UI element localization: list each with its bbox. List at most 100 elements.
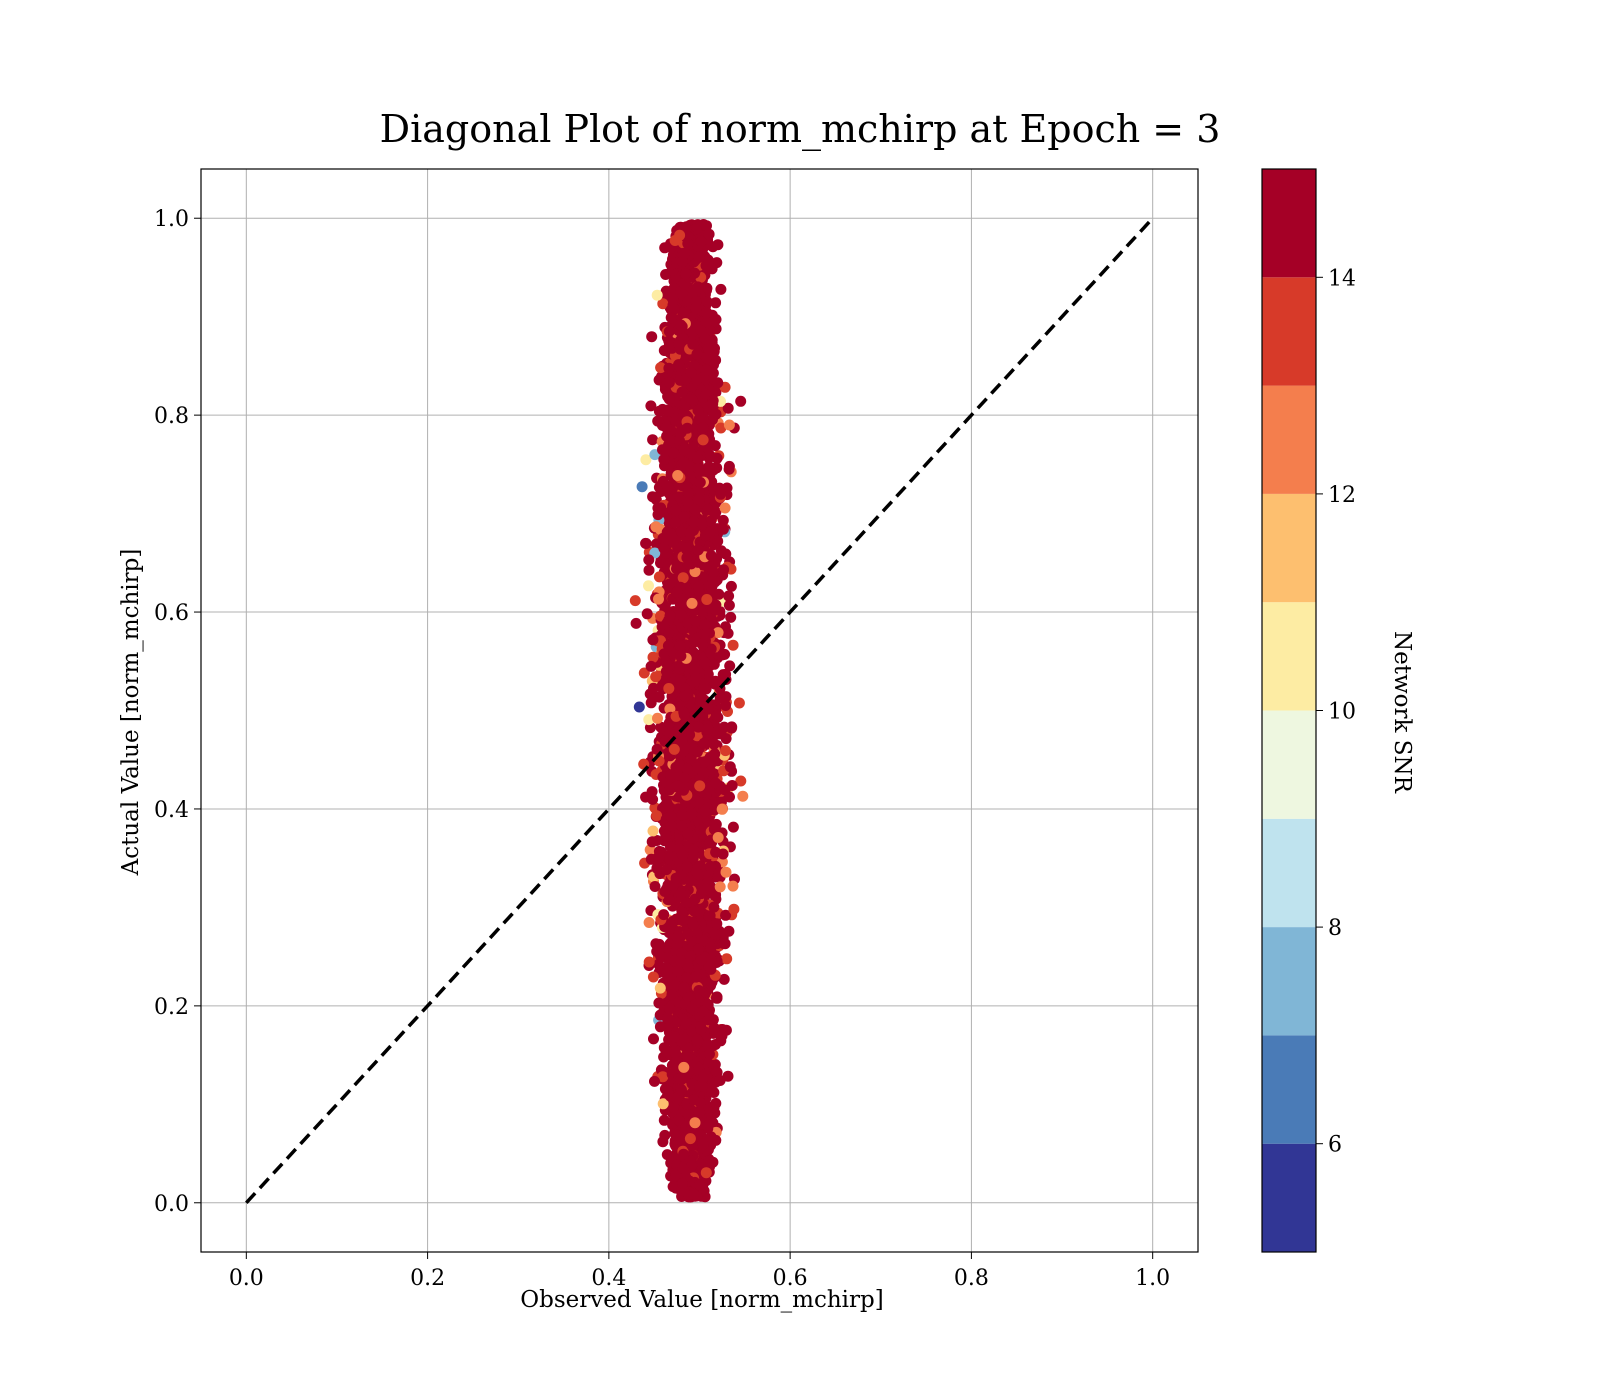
scatter-point [688, 905, 700, 917]
scatter-point [705, 942, 717, 954]
scatter-point [678, 772, 690, 784]
colorbar-tick-label: 10 [1328, 700, 1356, 725]
scatter-point [698, 737, 710, 749]
scatter-point [675, 1074, 687, 1086]
scatter-point [688, 1188, 699, 1200]
scatter-point [664, 610, 676, 622]
colorbar-level [1262, 927, 1316, 1036]
scatter-point [705, 861, 716, 872]
scatter-point [655, 610, 666, 622]
scatter-point [710, 297, 722, 309]
scatter-point [678, 709, 690, 721]
scatter-point [724, 660, 736, 672]
scatter-point [629, 595, 641, 607]
scatter-point [707, 1156, 719, 1168]
scatter-point [679, 247, 691, 259]
scatter-point [694, 476, 706, 488]
scatter-point [685, 753, 697, 764]
colorbar-level [1262, 818, 1316, 928]
scatter-point [682, 1051, 694, 1063]
scatter-point [713, 588, 725, 600]
scatter-point [673, 780, 685, 792]
scatter-point [671, 586, 683, 598]
colorbar-tick-label: 8 [1328, 916, 1342, 941]
scatter-point [711, 710, 723, 722]
scatter-point [678, 1148, 690, 1160]
scatter-point [660, 657, 672, 669]
scatter-point [715, 488, 727, 500]
scatter-point [690, 615, 701, 627]
scatter-point [674, 229, 686, 241]
scatter-point [727, 880, 739, 892]
scatter-point [658, 542, 670, 554]
scatter-point [647, 825, 659, 837]
y-tick-label: 0.8 [154, 404, 189, 429]
x-axis-label: Observed Value [norm_mchirp] [520, 1287, 883, 1313]
scatter-point [723, 590, 735, 602]
scatter-point [715, 283, 727, 295]
scatter-point [682, 496, 694, 508]
scatter-point [703, 228, 715, 240]
scatter-point [675, 1084, 687, 1096]
scatter-point [720, 548, 732, 560]
colorbar-ticks: 6 8 10 12 14 [1316, 266, 1356, 1158]
scatter-point [700, 1167, 712, 1179]
scatter-point [661, 667, 673, 679]
scatter-point [675, 955, 687, 967]
scatter-point [695, 888, 707, 900]
scatter-point [675, 319, 687, 331]
scatter-point [630, 617, 642, 629]
scatter-point [677, 915, 689, 927]
scatter-point [712, 377, 724, 389]
reference-diagonal-line [245, 217, 1154, 1204]
scatter-point [636, 481, 648, 493]
scatter-point [689, 504, 701, 516]
scatter-point [721, 953, 733, 965]
scatter-point [705, 963, 717, 975]
scatter-point [684, 527, 696, 539]
scatter-point [712, 832, 724, 843]
scatter-point [643, 580, 654, 592]
scatter-point [663, 326, 675, 337]
scatter-point [720, 733, 732, 745]
scatter-point [647, 971, 659, 983]
scatter-point [646, 836, 658, 848]
scatter-point [697, 1005, 709, 1017]
colorbar-level [1262, 1143, 1316, 1252]
scatter-point [702, 668, 714, 680]
scatter-point [676, 526, 687, 538]
scatter-point [711, 918, 723, 930]
scatter-point [665, 811, 677, 823]
scatter-point [688, 1094, 700, 1106]
scatter-point [697, 422, 709, 434]
y-tick-label: 0.4 [154, 798, 189, 823]
scatter-point [647, 434, 659, 446]
scatter-point [727, 821, 739, 833]
scatter-point [704, 526, 716, 538]
scatter-point [661, 864, 672, 876]
scatter-point [665, 312, 677, 324]
scatter-point [650, 521, 662, 533]
scatter-point [657, 475, 669, 487]
scatter-point [649, 881, 661, 892]
scatter-point [681, 422, 693, 434]
scatter-point [658, 648, 670, 660]
scatter-point [710, 777, 722, 789]
scatter-point [709, 928, 721, 940]
scatter-point [660, 829, 672, 841]
x-tick-label: 0.6 [773, 1266, 808, 1291]
scatter-point [692, 544, 704, 556]
scatter-point [693, 251, 705, 263]
scatter-point [653, 958, 665, 970]
scatter-point [658, 909, 670, 921]
scatter-point [648, 1033, 659, 1045]
scatter-point [690, 672, 702, 684]
scatter-point [691, 746, 703, 758]
scatter-point [657, 1098, 669, 1110]
scatter-point [714, 692, 726, 704]
scatter-point [675, 609, 687, 621]
scatter-point [668, 303, 680, 315]
scatter-point [695, 1023, 707, 1035]
scatter-point [655, 362, 667, 374]
scatter-point [664, 841, 676, 852]
